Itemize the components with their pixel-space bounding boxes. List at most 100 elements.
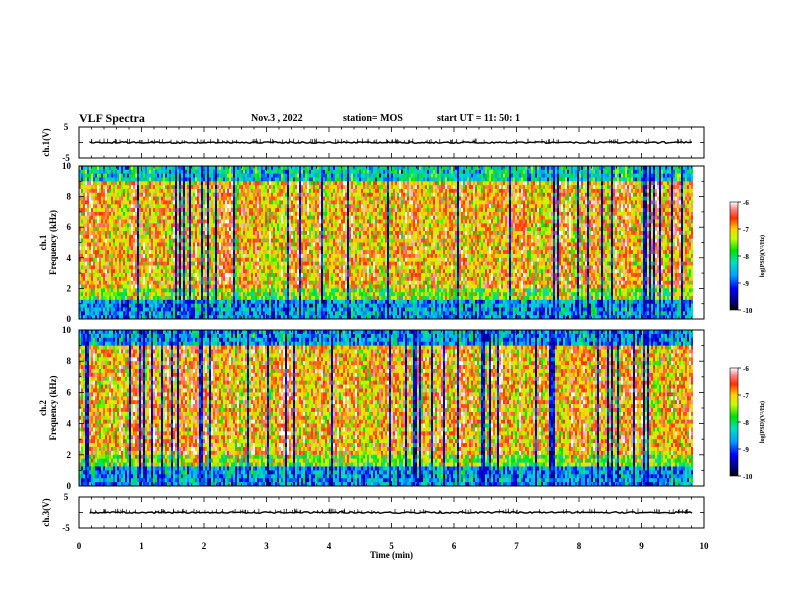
ch1-spectrogram-cell [95,197,97,201]
ch1-spectrogram-cell [113,197,115,201]
ch1-spectrogram-cell [193,246,195,250]
ch1-spectrogram-cell [113,235,115,239]
ch1-spectrogram-cell [161,216,163,220]
ch1-spectrogram-cell [159,269,161,273]
ch1-spectrogram-cell [209,269,211,273]
ch1-spectrogram-cell [107,177,109,181]
ch1-spectrogram-cell [163,296,165,300]
ch1-spectrogram-cell [129,216,131,220]
ch1-spectrogram-cell [167,177,169,181]
ch1-spectrogram-cell [209,277,211,281]
ch1-spectrogram-cell [185,212,187,216]
ch1-spectrogram-cell [103,277,105,281]
ch1-spectrogram-cell [103,292,105,296]
ch1-spectrogram-cell [119,227,121,231]
ch1-spectrogram-cell [167,246,169,250]
ch1-spectrogram-cell [137,200,139,204]
ch1-spectrogram-cell [169,216,171,220]
ch1-spectrogram-cell [85,265,87,269]
ch1-spectrogram-cell [135,212,137,216]
ch1-spectrogram-cell [183,258,185,262]
ch1-spectrogram-cell [201,269,203,273]
ch1-spectrogram-cell [125,208,127,212]
ch1-spectrogram-cell [181,258,183,262]
ch1-spectrogram-cell [207,292,209,296]
ch1-spectrogram-cell [143,281,145,285]
ch1-spectrogram-cell [145,269,147,273]
ch1-spectrogram-cell [161,197,163,201]
ch1-spectrogram-cell [161,254,163,258]
ch1-spectrogram-cell [147,269,149,273]
ch1-spectrogram-cell [103,262,105,266]
ch1-spectrogram-cell [131,212,133,216]
ch1-spectrogram-cell [119,311,121,315]
ch1-spectrogram-cell [157,311,159,315]
ch1-spectrogram-cell [115,208,117,212]
ch1-spectrogram-cell [145,181,147,185]
ch1-spectrogram-cell [213,292,215,296]
ch1-spectrogram-cell [201,193,203,197]
ch1-spectrogram-cell [155,197,157,201]
ch1-spectrogram-cell [171,292,173,296]
ch1-spectrogram-cell [175,231,177,235]
ch1-spectrogram-cell [95,223,97,227]
ch1-spectrogram-cell [143,258,145,262]
ch1-spectrogram-cell [95,189,97,193]
ch1-spectrogram-cell [83,250,85,254]
ch1-spectrogram-cell [133,220,135,224]
ch1-spectrogram-cell [129,277,131,281]
ch1-spectrogram-cell [173,208,175,212]
ch1-spectrogram-cell [111,216,113,220]
ch1-spectrogram-cell [195,296,197,300]
ch1-spectrogram-cell [187,308,189,312]
ch1-spectrogram-cell [135,193,137,197]
ch1-spectrogram-cell [209,262,211,266]
ch1-spectrogram-cell [127,254,129,258]
ch1-spectrogram-cell [159,185,161,189]
ch1-spectrogram-cell [141,250,143,254]
ch1-spectrogram-cell [121,166,123,170]
ch1-spectrogram-cell [171,185,173,189]
ch1-spectrogram-cell [185,277,187,281]
ch1-spectrogram-cell [203,265,205,269]
ch1-spectrogram-cell [205,166,207,170]
ch1-spectrogram-cell [201,235,203,239]
ch1-spectrogram-cell [113,311,115,315]
ch1-spectrogram-cell [165,262,167,266]
ch1-spectrogram-cell [139,281,141,285]
ch1-spectrogram-cell [127,212,129,216]
ch1-spectrogram-cell [87,273,89,277]
ch1-spectrogram-cell [169,250,171,254]
ch1-spectrogram-cell [167,269,169,273]
ch1-spectrogram-cell [169,197,171,201]
ch1-spectrogram-cell [147,250,149,254]
ch1-spectrogram-cell [185,308,187,312]
ch1-spectrogram-cell [129,235,131,239]
ch1-spectrogram-cell [161,277,163,281]
ch1-spectrogram-cell [147,254,149,258]
ch1-spectrogram-cell [193,292,195,296]
ch1-spectrogram-cell [111,239,113,243]
ch1-spectrogram-cell [135,281,137,285]
ch1-spectrogram-cell [183,231,185,235]
ch1-spectrogram-cell [165,239,167,243]
ch1-spectrogram-cell [211,308,213,312]
ch1-spectrogram-cell [101,304,103,308]
ch1-spectrogram-cell [155,250,157,254]
ch1-spectrogram-cell [205,250,207,254]
ch1-spectrogram-cell [141,220,143,224]
ch1-spectrogram-cell [167,285,169,289]
ch1-spectrogram-cell [149,288,151,292]
ch1-spectrogram-cell [177,193,179,197]
ch1-spectrogram-cell [207,304,209,308]
ch1-spectrogram-cell [165,288,167,292]
ch1-spectrogram-cell [149,311,151,315]
ch1-spectrogram-cell [85,243,87,247]
ch1-spectrogram-cell [91,239,93,243]
ch1-spectrogram-cell [209,170,211,174]
ch1-spectrogram-cell [209,239,211,243]
ch1-spectrogram-cell [127,292,129,296]
ch1-spectrogram-cell [95,250,97,254]
ch1-spectrogram-cell [189,308,191,312]
ch1-spectrogram-cell [105,197,107,201]
